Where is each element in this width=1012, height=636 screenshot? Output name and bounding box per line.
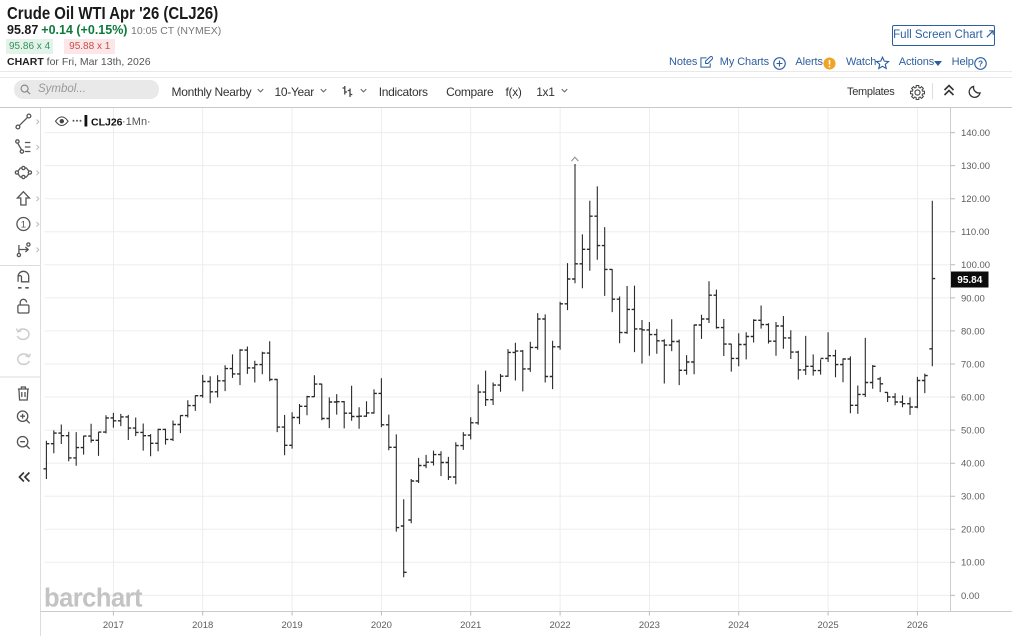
svg-text:·1Mn·: ·1Mn·	[122, 116, 151, 128]
svg-text:2023: 2023	[639, 620, 660, 631]
svg-text:100.00: 100.00	[961, 260, 990, 271]
svg-text:2017: 2017	[103, 620, 124, 631]
svg-text:2022: 2022	[550, 620, 571, 631]
svg-text:10.00: 10.00	[961, 558, 985, 569]
svg-text:130.00: 130.00	[961, 161, 990, 172]
svg-text:120.00: 120.00	[961, 194, 990, 205]
svg-text:110.00: 110.00	[961, 227, 989, 238]
svg-text:barchart: barchart	[44, 585, 143, 613]
svg-text:90.00: 90.00	[961, 293, 985, 304]
svg-text:CLJ26: CLJ26	[91, 116, 123, 128]
svg-text:2020: 2020	[371, 620, 392, 631]
svg-text:2026: 2026	[907, 620, 928, 631]
svg-text:2018: 2018	[192, 620, 213, 631]
svg-text:60.00: 60.00	[961, 392, 985, 403]
svg-text:80.00: 80.00	[961, 326, 985, 337]
svg-text:?: ?	[977, 58, 982, 68]
svg-text:95.84: 95.84	[957, 275, 982, 286]
svg-text:30.00: 30.00	[961, 492, 985, 503]
svg-text:2019: 2019	[282, 620, 303, 631]
svg-text:140.00: 140.00	[961, 128, 990, 139]
svg-text:0.00: 0.00	[961, 591, 980, 602]
svg-text:20.00: 20.00	[961, 525, 985, 536]
svg-text:2025: 2025	[818, 620, 839, 631]
svg-text:50.00: 50.00	[961, 426, 985, 437]
svg-text:70.00: 70.00	[961, 359, 985, 370]
svg-text:1: 1	[21, 220, 26, 231]
svg-text:2024: 2024	[728, 620, 749, 631]
svg-text:40.00: 40.00	[961, 459, 985, 470]
svg-text:2021: 2021	[460, 620, 481, 631]
